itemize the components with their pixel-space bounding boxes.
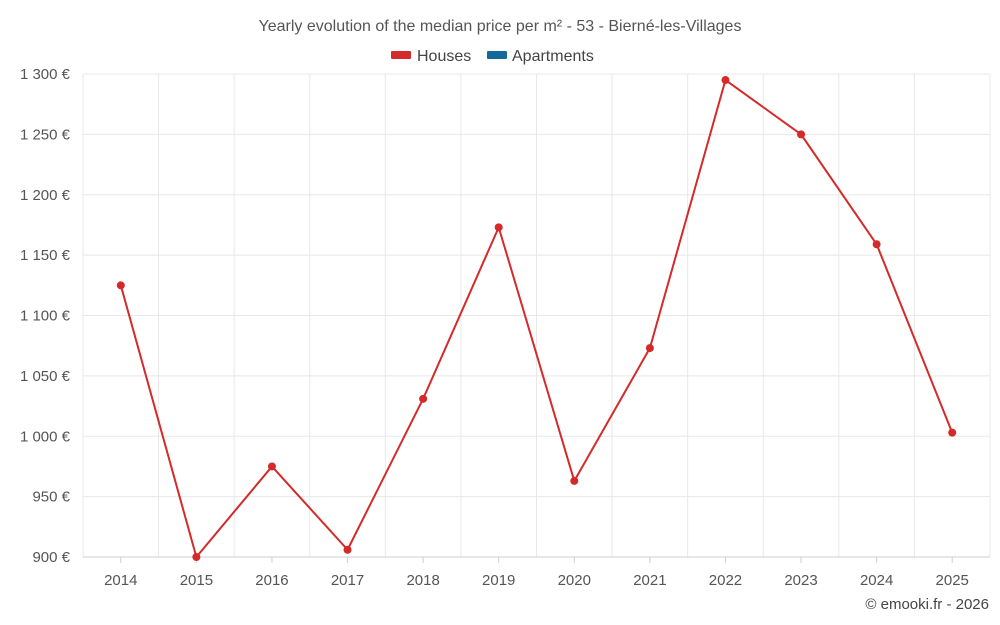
x-tick-label: 2018 [406, 572, 439, 589]
data-point-houses[interactable] [797, 130, 806, 139]
legend-swatch-houses [391, 51, 411, 59]
y-tick-label: 1 300 € [20, 66, 71, 83]
legend-label-apartments: Apartments [512, 48, 594, 65]
y-tick-label: 950 € [32, 489, 70, 506]
y-tick-label: 1 100 € [20, 308, 71, 325]
legend-label-houses: Houses [417, 48, 471, 65]
grid [82, 73, 991, 557]
x-tick-label: 2024 [860, 572, 893, 589]
x-tick-label: 2025 [936, 572, 969, 589]
data-point-houses[interactable] [721, 76, 730, 85]
x-tick-label: 2023 [784, 572, 817, 589]
chart-title: Yearly evolution of the median price per… [259, 18, 742, 35]
data-point-houses[interactable] [645, 344, 654, 353]
legend-swatch-apartments [487, 51, 507, 59]
data-point-houses[interactable] [570, 476, 579, 485]
y-tick-label: 900 € [32, 549, 70, 566]
x-tick-label: 2021 [633, 572, 666, 589]
x-tick-label: 2017 [331, 572, 364, 589]
series-line-houses [119, 79, 954, 558]
data-point-houses[interactable] [116, 281, 125, 290]
y-tick-label: 1 200 € [20, 187, 71, 204]
data-point-houses[interactable] [948, 428, 957, 437]
x-tick-label: 2019 [482, 572, 515, 589]
data-point-houses[interactable] [343, 545, 352, 554]
legend-item-houses[interactable]: Houses [391, 48, 471, 65]
data-point-houses[interactable] [872, 240, 881, 249]
y-tick-label: 1 000 € [20, 428, 71, 445]
x-tick-label: 2014 [104, 572, 137, 589]
data-point-houses[interactable] [192, 553, 201, 561]
x-tick-label: 2015 [180, 572, 213, 589]
legend-item-apartments[interactable]: Apartments [487, 48, 594, 65]
y-axis: 1 300 € 1 250 € 1 200 € 1 150 € 1 100 € 1 050… [20, 66, 71, 566]
credit-text: © emooki.fr - 2026 [865, 596, 989, 613]
data-point-houses[interactable] [267, 462, 276, 471]
y-tick-label: 1 250 € [20, 126, 71, 143]
x-axis: 2014 2015 2016 2017 2018 2019 2020 2021 2022 2023… [83, 556, 990, 589]
y-tick-label: 1 150 € [20, 247, 71, 264]
plot-area [116, 76, 957, 561]
x-tick-label: 2020 [558, 572, 591, 589]
x-tick-label: 2022 [709, 572, 742, 589]
y-tick-label: 1 050 € [20, 368, 71, 385]
legend[interactable]: Houses Apartments [391, 48, 594, 65]
data-point-houses[interactable] [494, 223, 503, 232]
x-tick-label: 2016 [255, 572, 288, 589]
data-point-houses[interactable] [419, 394, 428, 403]
